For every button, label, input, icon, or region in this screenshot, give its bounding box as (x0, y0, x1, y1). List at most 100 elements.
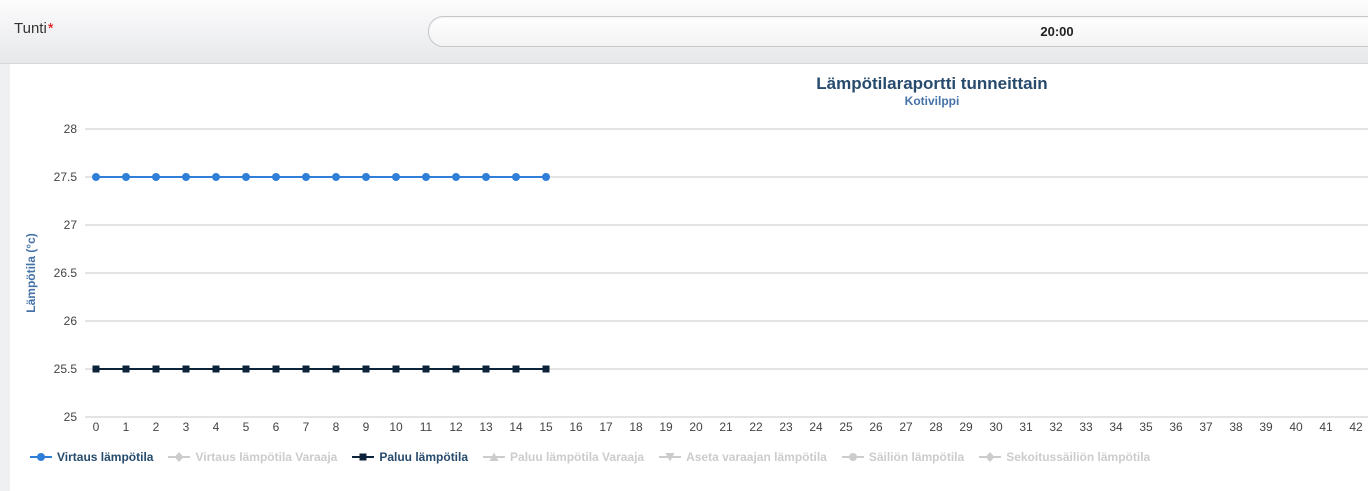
x-tick-label: 7 (303, 420, 310, 434)
legend-label: Aseta varaajan lämpötila (686, 450, 827, 464)
x-tick-label: 33 (1079, 420, 1093, 434)
data-point (152, 365, 160, 373)
y-tick-label: 27 (64, 218, 78, 232)
x-tick-label: 41 (1319, 420, 1333, 434)
data-point (332, 365, 340, 373)
legend-label: Paluu lämpötila (379, 450, 469, 464)
x-tick-label: 42 (1349, 420, 1363, 434)
data-point (542, 173, 550, 181)
legend-label: Paluu lämpötila Varaaja (510, 450, 645, 464)
circle-marker-icon (30, 453, 52, 461)
legend: Virtaus lämpötila Virtaus lämpötila Varaa… (10, 448, 1368, 466)
x-tick-label: 39 (1259, 420, 1273, 434)
data-point (392, 365, 400, 373)
x-tick-label: 27 (899, 420, 913, 434)
x-tick-label: 24 (809, 420, 823, 434)
legend-item-1[interactable]: Virtaus lämpötila Varaaja (168, 450, 337, 464)
x-tick-label: 17 (599, 420, 613, 434)
data-point (242, 173, 250, 181)
data-point (182, 173, 190, 181)
x-tick-label: 0 (93, 420, 100, 434)
x-tick-label: 5 (243, 420, 250, 434)
data-point (362, 365, 370, 373)
series-0 (92, 173, 550, 181)
circle-marker-icon (841, 453, 864, 461)
data-point (92, 173, 100, 181)
x-tick-label: 16 (569, 420, 583, 434)
triangle-marker-icon (483, 452, 506, 461)
x-tick-label: 32 (1049, 420, 1063, 434)
data-point (212, 173, 220, 181)
x-tick-label: 13 (479, 420, 493, 434)
data-point (452, 173, 460, 181)
data-point (452, 365, 460, 373)
data-point (422, 365, 430, 373)
data-point (482, 173, 490, 181)
legend-item-4[interactable]: Aseta varaajan lämpötila (659, 450, 827, 464)
diamond-marker-icon (168, 452, 191, 462)
x-tick-label: 1 (123, 420, 130, 434)
x-tick-label: 40 (1289, 420, 1303, 434)
x-tick-label: 36 (1169, 420, 1183, 434)
x-tick-label: 10 (389, 420, 403, 434)
x-tick-label: 26 (869, 420, 883, 434)
data-point (332, 173, 340, 181)
data-point (392, 173, 400, 181)
x-tick-label: 18 (629, 420, 643, 434)
series-2 (92, 365, 550, 373)
x-tick-label: 20 (689, 420, 703, 434)
x-tick-label: 25 (839, 420, 853, 434)
y-tick-label: 28 (64, 122, 78, 136)
x-tick-label: 34 (1109, 420, 1123, 434)
legend-item-2[interactable]: Paluu lämpötila (352, 450, 468, 464)
data-point (302, 173, 310, 181)
data-point (272, 173, 280, 181)
x-tick-label: 3 (183, 420, 190, 434)
required-marker: * (47, 20, 54, 37)
data-point (512, 173, 520, 181)
x-tick-label: 2 (153, 420, 160, 434)
legend-label: Virtaus lämpötila (57, 450, 154, 464)
triangle-down-marker-icon (659, 453, 682, 462)
x-tick-label: 22 (749, 420, 763, 434)
legend-item-6[interactable]: Sekoitussäiliön lämpötila (979, 450, 1150, 464)
data-point (512, 365, 520, 373)
legend-item-5[interactable]: Säiliön lämpötila (841, 450, 964, 464)
x-tick-label: 14 (509, 420, 523, 434)
hour-field-label: Tunti* (14, 20, 54, 37)
y-tick-label: 26 (64, 314, 78, 328)
x-tick-label: 11 (420, 420, 433, 434)
square-marker-icon (352, 453, 375, 461)
x-tick-label: 28 (929, 420, 943, 434)
data-point (542, 365, 550, 373)
legend-label: Sekoitussäiliön lämpötila (1006, 450, 1151, 464)
x-tick-label: 6 (273, 420, 280, 434)
hour-select[interactable]: 20:00 (428, 16, 1368, 47)
x-tick-label: 23 (779, 420, 793, 434)
x-tick-label: 31 (1019, 420, 1033, 434)
x-tick-label: 19 (659, 420, 673, 434)
diamond-marker-icon (979, 452, 1002, 462)
y-tick-label: 25 (64, 410, 78, 424)
x-tick-label: 37 (1199, 420, 1213, 434)
x-tick-label: 12 (449, 420, 463, 434)
data-point (92, 365, 100, 373)
data-point (152, 173, 160, 181)
chart-title: Lämpötilaraportti tunneittain (816, 74, 1048, 93)
x-tick-label: 29 (959, 420, 973, 434)
legend-item-0[interactable]: Virtaus lämpötila (30, 450, 153, 464)
chart-panel: Lämpötilaraportti tunneittain Kotivilppi… (10, 64, 1368, 491)
x-tick-label: 8 (333, 420, 340, 434)
data-point (242, 365, 250, 373)
x-tick-label: 38 (1229, 420, 1243, 434)
data-point (122, 173, 130, 181)
x-tick-label: 4 (213, 420, 220, 434)
x-tick-label: 21 (719, 420, 733, 434)
legend-label: Virtaus lämpötila Varaaja (195, 450, 338, 464)
x-tick-label: 35 (1139, 420, 1153, 434)
data-point (122, 365, 130, 373)
y-axis-title: Lämpötila (°c) (24, 233, 38, 312)
legend-item-3[interactable]: Paluu lämpötila Varaaja (483, 450, 644, 464)
hour-select-value: 20:00 (1040, 24, 1074, 39)
y-tick-label: 25.5 (54, 362, 78, 376)
